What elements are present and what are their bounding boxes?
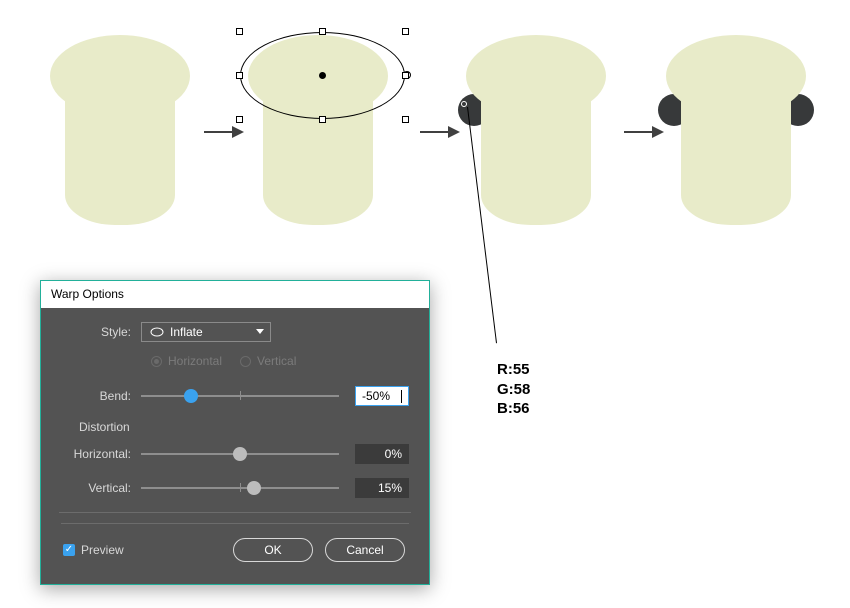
resize-handle-br[interactable] xyxy=(402,116,409,123)
arrow-icon xyxy=(204,125,244,139)
vertical-slider[interactable] xyxy=(141,487,339,489)
rgb-r: R:55 xyxy=(497,360,530,380)
distortion-section-label: Distortion xyxy=(79,420,409,434)
vertical-input[interactable]: 15% xyxy=(355,478,409,498)
shape-step-2 xyxy=(248,20,388,220)
rgb-readout: R:55 G:58 B:56 xyxy=(497,360,530,419)
resize-handle-tl[interactable] xyxy=(236,28,243,35)
horizontal-label: Horizontal: xyxy=(61,447,141,461)
orient-horizontal-label: Horizontal xyxy=(168,354,222,368)
resize-handle-mr[interactable] xyxy=(402,72,409,79)
horizontal-input[interactable]: 0% xyxy=(355,444,409,464)
orient-vertical-radio xyxy=(240,356,251,367)
bend-label: Bend: xyxy=(61,389,141,403)
style-label: Style: xyxy=(61,325,141,339)
warp-options-dialog: Warp Options Style: Inflate Horizontal V… xyxy=(40,280,430,585)
resize-handle-ml[interactable] xyxy=(236,72,243,79)
selection-bounds[interactable] xyxy=(240,32,405,119)
resize-handle-tr[interactable] xyxy=(402,28,409,35)
chevron-down-icon xyxy=(256,329,264,335)
bend-input[interactable]: -50% xyxy=(355,386,409,406)
bend-slider[interactable] xyxy=(141,395,339,397)
shape-cap xyxy=(466,35,606,117)
preview-checkbox[interactable]: ✓ xyxy=(63,544,75,556)
style-value: Inflate xyxy=(170,325,203,339)
shape-cap xyxy=(50,35,190,117)
cancel-button[interactable]: Cancel xyxy=(325,538,405,562)
dialog-title[interactable]: Warp Options xyxy=(41,281,429,308)
horizontal-slider[interactable] xyxy=(141,453,339,455)
orient-horizontal-radio xyxy=(151,356,162,367)
selection-center[interactable] xyxy=(319,72,326,79)
rgb-b: B:56 xyxy=(497,399,530,419)
orient-vertical-label: Vertical xyxy=(257,354,296,368)
horizontal-slider-knob[interactable] xyxy=(233,447,247,461)
arrow-icon xyxy=(624,125,664,139)
arrow-icon xyxy=(420,125,460,139)
bend-slider-knob[interactable] xyxy=(184,389,198,403)
vertical-slider-knob[interactable] xyxy=(247,481,261,495)
shape-step-3 xyxy=(466,20,606,220)
resize-handle-bm[interactable] xyxy=(319,116,326,123)
vertical-label: Vertical: xyxy=(61,481,141,495)
ok-button[interactable]: OK xyxy=(233,538,313,562)
shape-step-4 xyxy=(666,20,806,220)
resize-handle-tm[interactable] xyxy=(319,28,326,35)
canvas-area xyxy=(30,10,830,260)
style-select[interactable]: Inflate xyxy=(141,322,271,342)
preview-label: Preview xyxy=(81,543,124,557)
inflate-icon xyxy=(150,327,164,337)
rgb-g: G:58 xyxy=(497,380,530,400)
shape-cap xyxy=(666,35,806,117)
shape-step-1 xyxy=(50,20,190,220)
resize-handle-bl[interactable] xyxy=(236,116,243,123)
